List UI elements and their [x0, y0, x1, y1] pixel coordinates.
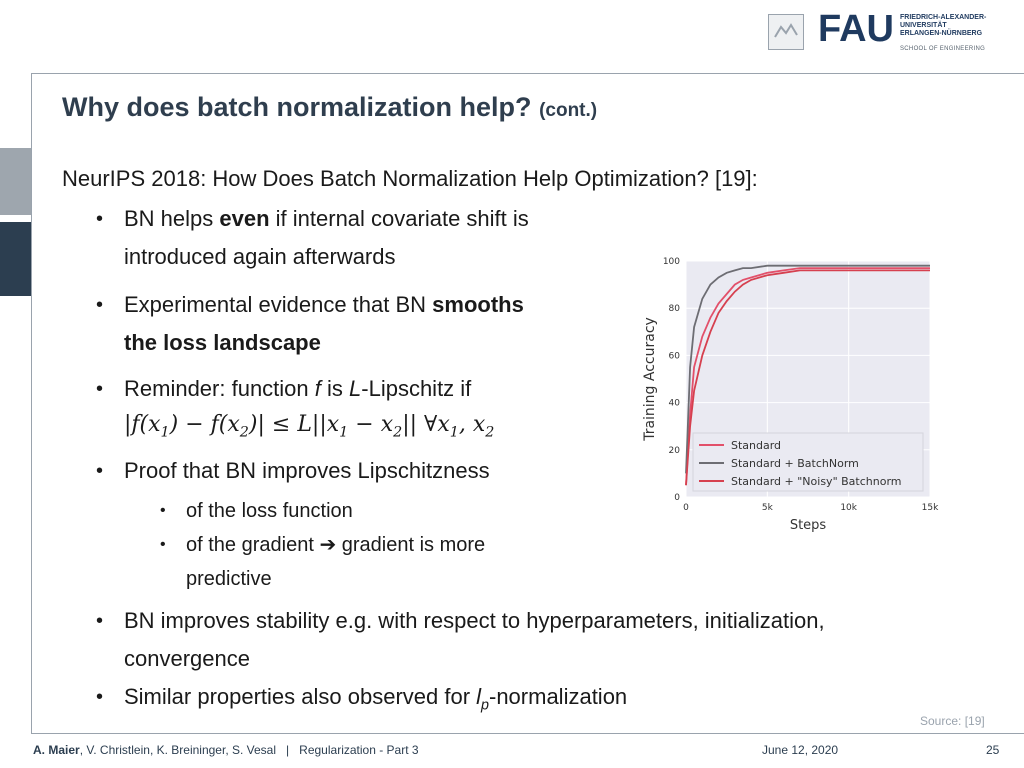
y-tick-label: 40: [669, 399, 681, 409]
arrow-icon: ➔: [319, 534, 337, 556]
chart-legend: Standard Standard + BatchNorm Standard + "…: [692, 432, 924, 492]
footer-date: June 12, 2020: [762, 743, 839, 757]
source-note: Source: [19]: [920, 714, 985, 728]
fau-logo: FAU: [818, 10, 894, 46]
y-tick-label: 60: [669, 351, 681, 361]
bullet-stability: BN improves stability e.g. with respect …: [96, 602, 825, 678]
footer-authors: A. Maier, V. Christlein, K. Breininger, …: [33, 743, 419, 757]
header-rule: [31, 73, 1024, 74]
footer-lecture: Regularization - Part 3: [299, 743, 419, 757]
sub-bullet-loss: of the loss function: [160, 494, 353, 528]
legend-entry: Standard: [731, 439, 781, 452]
x-tick-label: 5k: [762, 503, 774, 513]
y-tick-label: 20: [669, 446, 681, 456]
sub-bullet-gradient: of the gradient ➔ gradient is more predi…: [160, 528, 485, 596]
frame-left-rule: [31, 73, 32, 733]
x-axis-label: Steps: [790, 518, 827, 533]
bullet-proof: Proof that BN improves Lipschitzness: [96, 452, 490, 490]
y-axis-label: Training Accuracy: [642, 317, 658, 442]
x-tick-label: 0: [683, 503, 689, 513]
school-name: SCHOOL OF ENGINEERING: [900, 46, 986, 52]
page-number: 25: [986, 743, 1000, 757]
footer-separator: |: [286, 743, 290, 757]
y-tick-label: 80: [669, 304, 681, 314]
series-line-1: [685, 267, 930, 486]
side-tab-previous: [0, 148, 31, 215]
x-tick-label: 10k: [840, 503, 857, 513]
x-tick-label: 15k: [922, 503, 939, 513]
series-line-3: [685, 269, 930, 486]
bullet-reminder: Reminder: function f is L-Lipschitz if: [96, 370, 471, 408]
y-tick-label: 0: [674, 493, 680, 503]
legend-box: [692, 432, 924, 492]
lipschitz-formula: |f(x1) − f(x2)| ≤ L||x1 − x2|| ∀x1, x2: [124, 412, 495, 441]
university-name: FRIEDRICH-ALEXANDER- UNIVERSITÄT ERLANGE…: [900, 14, 987, 37]
legend-entry: Standard + "Noisy" Batchnorm: [731, 475, 902, 488]
footer-rule: [31, 733, 1024, 734]
bullet-smooths: Experimental evidence that BN smooths th…: [96, 286, 524, 362]
slide-title: Why does batch normalization help? (cont…: [62, 92, 598, 122]
bullet-lp-normalization: Similar properties also observed for lp-…: [96, 678, 627, 724]
university-seal-logo: [768, 14, 804, 50]
bullet-bn-helps: BN helps even if internal covariate shif…: [96, 200, 529, 276]
fau-logo-text: FAU: [818, 10, 894, 46]
title-suffix: (cont.): [539, 100, 598, 121]
intro-line: NeurIPS 2018: How Does Batch Normalizati…: [62, 166, 758, 191]
series-line-2: [685, 264, 930, 474]
legend-entry: Standard + BatchNorm: [731, 457, 859, 470]
side-tab-current: [0, 222, 31, 296]
y-tick-label: 100: [663, 257, 680, 267]
